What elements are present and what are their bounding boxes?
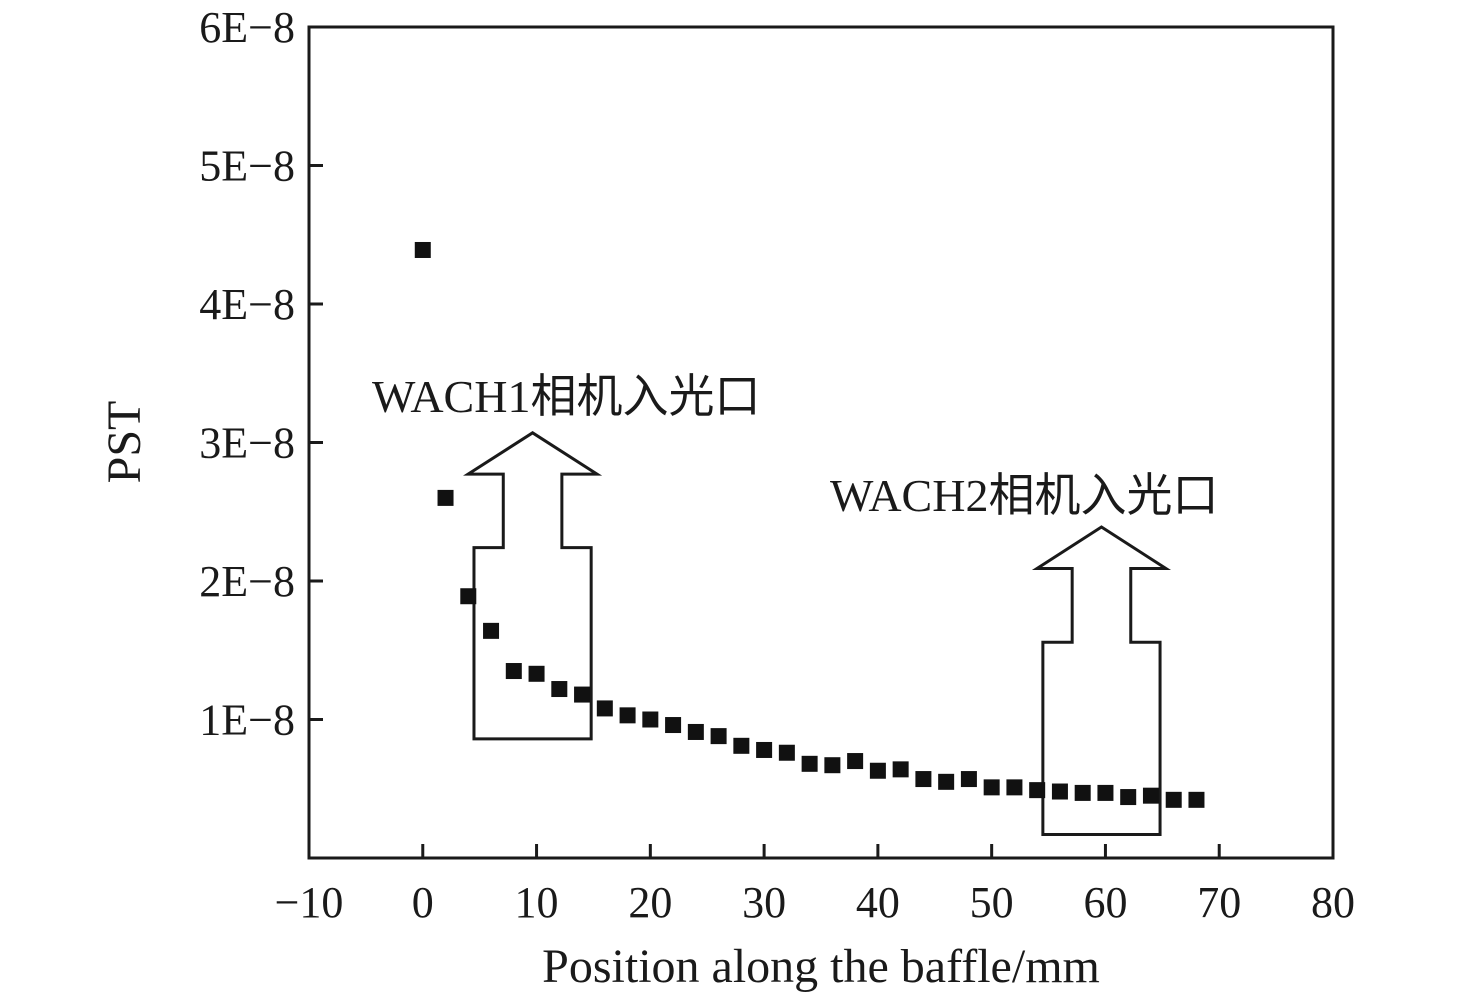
x-tick-label: 30 xyxy=(742,878,786,927)
data-point xyxy=(1006,779,1023,796)
data-point xyxy=(596,700,613,717)
data-point xyxy=(574,686,591,703)
data-point xyxy=(756,741,773,758)
data-point xyxy=(710,728,727,745)
y-axis-title: PST xyxy=(98,401,151,484)
data-point xyxy=(847,753,864,770)
annotation-arrows xyxy=(462,431,1172,836)
data-point xyxy=(778,744,795,761)
data-point xyxy=(642,711,659,728)
data-point xyxy=(619,707,636,724)
data-point xyxy=(551,681,568,698)
x-tick-label: 70 xyxy=(1197,878,1241,927)
data-point xyxy=(1188,791,1205,808)
y-tick-label: 5E−8 xyxy=(199,142,295,191)
y-tick-label: 4E−8 xyxy=(199,280,295,329)
annotation-wach2-label: WACH2相机入光口 xyxy=(830,470,1218,521)
x-axis-title: Position along the baffle/mm xyxy=(542,940,1100,993)
plot-frame xyxy=(307,25,1335,860)
x-tick-label: 40 xyxy=(856,878,900,927)
annotation-wach1-label: WACH1相机入光口 xyxy=(372,371,760,422)
data-point xyxy=(1051,783,1068,800)
data-point xyxy=(1120,789,1137,806)
data-point xyxy=(733,737,750,754)
x-tick-label: 80 xyxy=(1311,878,1355,927)
data-point xyxy=(1029,782,1046,799)
data-point xyxy=(665,717,682,734)
data-point xyxy=(869,762,886,779)
x-tick-label: 60 xyxy=(1083,878,1127,927)
annotation-arrow-2 xyxy=(1031,525,1172,836)
data-point xyxy=(824,757,841,774)
data-point xyxy=(460,588,477,605)
y-axis-ticks: 1E−8 2E−8 3E−8 4E−8 5E−8 6E−8 xyxy=(199,3,323,745)
data-point xyxy=(1097,784,1114,801)
data-point xyxy=(915,771,932,788)
data-point xyxy=(938,773,955,790)
annotation-arrow-1 xyxy=(462,431,603,741)
data-point xyxy=(505,663,522,680)
data-point xyxy=(437,489,454,506)
y-tick-label: 2E−8 xyxy=(199,557,295,606)
data-point xyxy=(983,779,1000,796)
x-tick-label: 0 xyxy=(412,878,434,927)
data-point xyxy=(960,771,977,788)
x-tick-label: 20 xyxy=(628,878,672,927)
data-point xyxy=(687,723,704,740)
data-point xyxy=(892,761,909,778)
data-point xyxy=(528,665,545,682)
x-axis-ticks: −10 0 10 20 30 40 50 60 70 80 xyxy=(275,844,1355,927)
data-point xyxy=(801,755,818,772)
data-point xyxy=(414,241,431,258)
y-tick-label: 1E−8 xyxy=(199,696,295,745)
y-tick-label: 3E−8 xyxy=(199,419,295,468)
data-point xyxy=(483,622,500,639)
x-tick-label: −10 xyxy=(275,878,344,927)
x-tick-label: 10 xyxy=(515,878,559,927)
data-point xyxy=(1074,784,1091,801)
data-markers xyxy=(414,241,1205,808)
x-tick-label: 50 xyxy=(970,878,1014,927)
data-point xyxy=(1142,787,1159,804)
data-point xyxy=(1165,791,1182,808)
y-tick-label: 6E−8 xyxy=(199,3,295,52)
